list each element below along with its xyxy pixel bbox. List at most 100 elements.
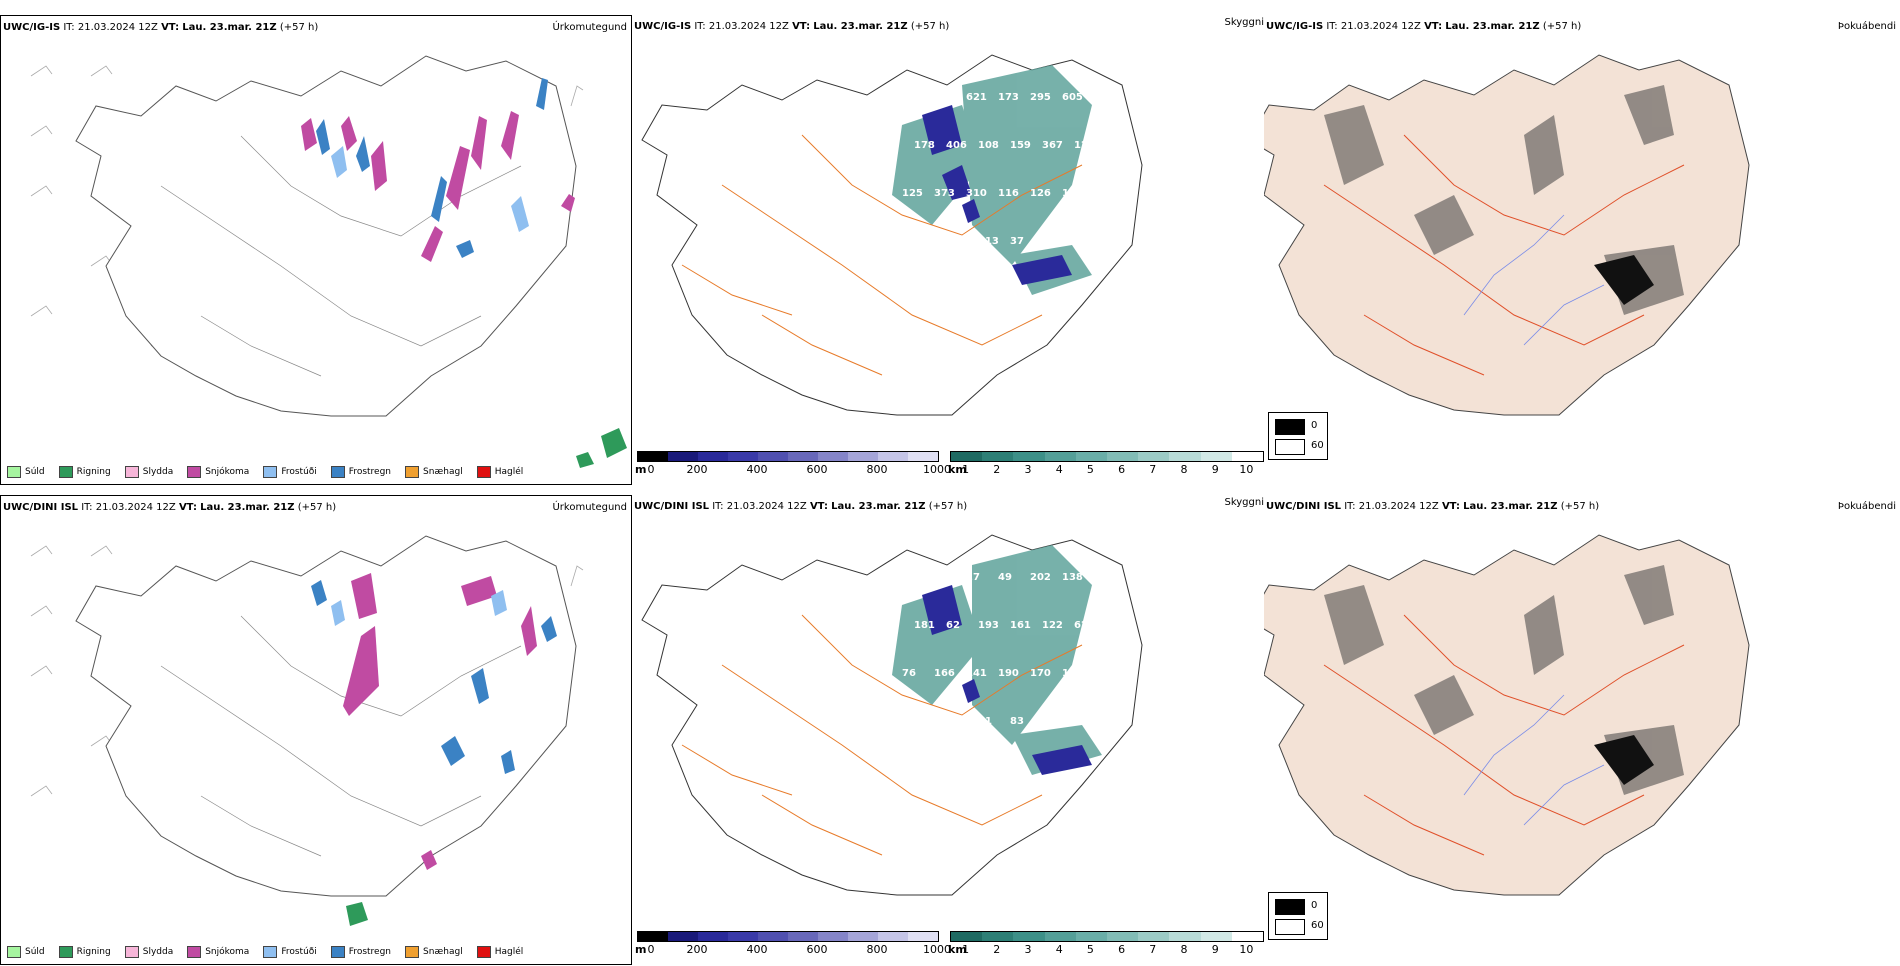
colorbar-swatch [1013,452,1045,461]
ceiling-value-label: 159 [1010,140,1031,151]
ceiling-value-label: 76 [902,668,916,679]
legend-swatch [187,946,202,958]
ceiling-value-label: 126 [1074,140,1095,151]
legend-swatch [476,466,491,478]
colorbar-swatch [908,932,938,941]
ceiling-value-label: 138 [1062,572,1083,583]
panel-title: Skyggni [1224,17,1264,28]
colorbar-swatch [982,932,1014,941]
colorbar-swatch [638,932,668,941]
legend-item: Frostúði [263,946,317,958]
iceland-outline [1264,534,1750,896]
colorbar-swatch [818,452,848,461]
colorbar-swatch [1044,932,1076,941]
panel-header: UWC/DINI ISL IT: 21.03.2024 12Z VT: Lau.… [634,501,968,512]
fog-key-row2: 0 60 [1268,892,1328,940]
legend-swatch [263,466,278,478]
fog-key-dark-swatch [1275,419,1305,435]
colorbar-swatch [788,452,818,461]
fog-map [1264,534,1750,896]
legend-swatch [405,466,420,478]
colorbar-tick-label: 6 [1118,463,1126,476]
panel-title: Þokuábendi [1837,21,1896,32]
colorbar-tick-label: 2 [993,463,1001,476]
ceiling-value-label: 132 [1094,668,1115,679]
ceiling-panel-row2: UWC/DINI ISL IT: 21.03.2024 12Z VT: Lau.… [632,495,1264,965]
ceiling-value-label: 108 [978,140,999,151]
ceiling-value-label: 126 [1030,188,1051,199]
precip-type-map [30,55,627,468]
legend-label: Frostregn [348,947,392,957]
colorbar-swatches [637,451,939,462]
legend-swatch [476,946,491,958]
iceland-outline [75,535,577,897]
ceiling-value-label: 149 [914,716,935,727]
panel-title: Þokuábendi [1837,501,1896,512]
colorbar-tick-label: 600 [806,463,828,476]
legend-label: Frostúði [281,947,317,957]
fog-panel-row1: UWC/IG-IS IT: 21.03.2024 12Z VT: Lau. 23… [1264,15,1896,485]
rivers [1463,214,1605,346]
roads [1323,134,1685,376]
colorbar-swatch [728,452,758,461]
ceiling-value-label: 162 [1062,668,1083,679]
legend-label: Snæhagl [423,947,463,957]
legend-swatch [187,466,202,478]
colorbar-swatch [758,932,788,941]
colorbar-swatches [950,451,1264,462]
ceiling-value-label: 49 [998,572,1012,583]
precip-type-legend: Súld Rigning Slydda Snjókoma Frostúði Frostre… [7,946,523,958]
ceiling-value-label: 190 [998,668,1019,679]
colorbar-swatch [1231,932,1264,941]
ceiling-value-label: 173 [998,92,1019,103]
ceiling-value-label: 123 [1042,716,1063,727]
colorbar-swatch [1231,452,1264,461]
legend-label: Rigning [76,467,111,477]
colorbar-swatch [982,452,1014,461]
colorbar-swatch [818,932,848,941]
colorbar-swatch [1138,932,1170,941]
legend-item: Slydda [124,466,173,478]
fog-key-dark-label: 0 [1311,900,1318,911]
ceiling-value-label: 621 [966,92,987,103]
colorbar-swatches [950,931,1264,942]
colorbar-swatch [1075,932,1108,941]
colorbar-swatch [951,932,983,941]
panel-title: Skyggni [1224,497,1264,508]
colorbar-swatch [1200,932,1232,941]
precip-type-map [30,535,584,926]
ceiling-value-label: 103 [1094,188,1115,199]
ceiling-value-label: 125 [902,188,923,199]
fog-key-light-label: 60 [1311,920,1324,931]
legend-item: Frostúði [263,466,317,478]
legend-swatch [405,946,420,958]
precip-type-panel-row2: UWC/DINI ISL IT: 21.03.2024 12Z VT: Lau.… [0,495,632,965]
legend-swatch [7,466,21,478]
legend-swatch [330,466,345,478]
legend-label: Súld [25,947,45,957]
ceiling-value-label: 129 [946,716,967,727]
ceiling-value-label: 303 [1106,140,1127,151]
panel-header: UWC/IG-IS IT: 21.03.2024 12Z VT: Lau. 23… [3,22,319,33]
ceiling-value-label: 124 [902,572,923,583]
colorbar-swatch [1107,932,1139,941]
ceiling-value-label: 178 [914,140,935,151]
ceiling-colorbar-m: m 0 200 400 600 800 1000 [635,451,951,477]
panel-title: Úrkomutegund [552,502,627,513]
legend-label: Slydda [142,947,174,957]
colorbar-swatch [698,452,728,461]
colorbar-tick-label: 1 [962,463,970,476]
legend-item: Haglél [476,466,523,478]
colorbar-swatches [637,931,939,942]
ceiling-value-label: 62 [946,620,960,631]
ceiling-value-label: 149 [902,92,923,103]
colorbar-swatch [668,932,698,941]
legend-item: Snjókoma [187,466,249,478]
ceiling-value-label: 406 [946,140,967,151]
precip-blobs [301,78,627,468]
fog-key-dark-label: 0 [1311,420,1318,431]
ceiling-value-label: 193 [978,620,999,631]
legend-label: Rigning [76,947,111,957]
legend-swatch [7,946,21,958]
ceiling-value-label: 11 [1042,236,1056,247]
